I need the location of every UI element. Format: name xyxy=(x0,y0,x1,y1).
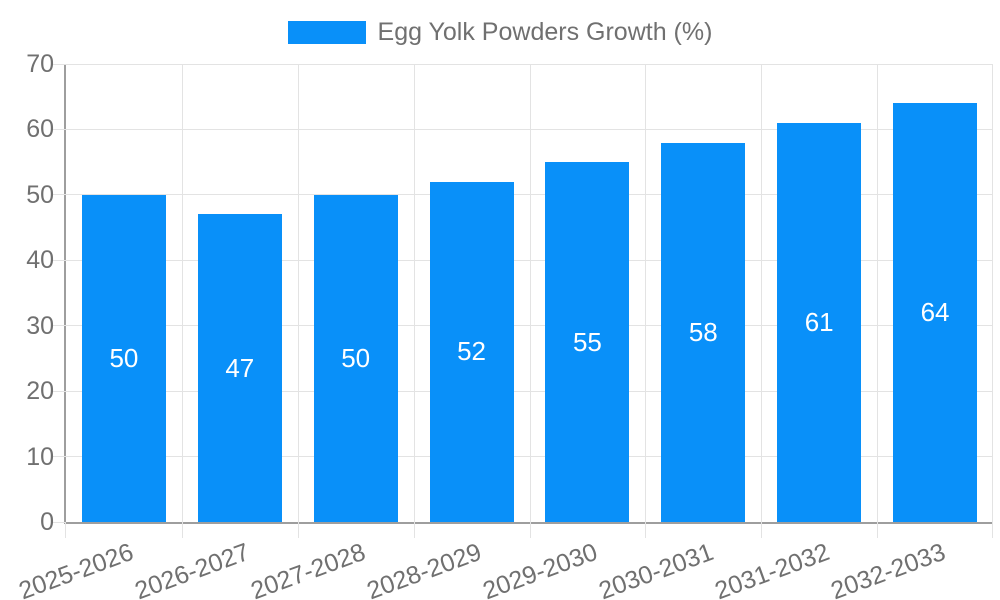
bar[interactable]: 52 xyxy=(429,181,514,522)
y-axis-tick xyxy=(52,521,66,523)
plot-area: 50 47 50 52 55 58 61 64 2025-2026 2026-2027 2027-2… xyxy=(16,63,993,600)
x-tick-label: 2026-2027 xyxy=(131,538,254,600)
x-axis-tick xyxy=(181,522,183,538)
bar-value-label: 61 xyxy=(804,306,834,337)
y-tick-label: 30 xyxy=(26,311,54,340)
x-tick-label: 2029-2030 xyxy=(479,538,602,600)
y-tick-label: 40 xyxy=(26,246,54,275)
bar[interactable]: 58 xyxy=(661,142,746,522)
x-axis-tick xyxy=(645,522,647,538)
x-axis-tick xyxy=(761,522,763,538)
x-axis-tick xyxy=(297,522,299,538)
y-axis-tick xyxy=(52,63,66,65)
bar-value-label: 55 xyxy=(572,326,602,357)
x-tick-label: 2030-2031 xyxy=(594,538,717,600)
y-tick-label: 70 xyxy=(26,50,54,78)
x-tick-label: 2025-2026 xyxy=(15,538,138,600)
y-tick-label: 20 xyxy=(26,377,54,406)
x-tick-label: 2031-2032 xyxy=(710,538,833,600)
x-axis-tick xyxy=(992,522,993,538)
x-axis-tick xyxy=(65,522,66,538)
legend-item[interactable]: Egg Yolk Powders Growth (%) xyxy=(287,17,713,47)
x-tick-label: 2028-2029 xyxy=(363,538,486,600)
bar[interactable]: 50 xyxy=(313,194,398,522)
y-tick-label: 50 xyxy=(26,180,54,209)
bar[interactable]: 64 xyxy=(893,103,978,522)
legend: Egg Yolk Powders Growth (%) xyxy=(0,10,1000,54)
v-gridline xyxy=(529,64,531,522)
y-axis-tick xyxy=(52,325,66,327)
y-axis-tick xyxy=(52,390,66,392)
bar-value-label: 50 xyxy=(109,342,139,373)
bar-value-label: 52 xyxy=(457,336,487,367)
y-tick-label: 0 xyxy=(40,508,54,536)
y-axis-tick xyxy=(52,456,66,458)
y-axis-tick xyxy=(52,259,66,261)
v-gridline xyxy=(992,64,993,522)
y-axis-line xyxy=(64,64,66,524)
bar-value-label: 58 xyxy=(688,316,718,347)
bar[interactable]: 61 xyxy=(777,122,862,522)
v-gridline xyxy=(297,64,299,522)
v-gridline xyxy=(413,64,415,522)
x-tick-label: 2027-2028 xyxy=(247,538,370,600)
y-axis-tick xyxy=(52,128,66,130)
bar-value-label: 50 xyxy=(341,342,371,373)
v-gridline xyxy=(181,64,183,522)
bar[interactable]: 50 xyxy=(81,194,166,522)
x-axis-line xyxy=(64,522,993,524)
x-axis-tick xyxy=(529,522,531,538)
legend-swatch-icon xyxy=(287,20,366,44)
v-gridline xyxy=(761,64,763,522)
bar-value-label: 47 xyxy=(225,352,255,383)
bar-value-label: 64 xyxy=(920,297,950,328)
x-tick-label: 2032-2033 xyxy=(826,538,949,600)
v-gridline xyxy=(645,64,647,522)
y-axis-tick xyxy=(52,194,66,196)
y-tick-label: 60 xyxy=(26,115,54,144)
x-axis-tick xyxy=(413,522,415,538)
bar[interactable]: 55 xyxy=(545,162,630,522)
x-axis-tick xyxy=(877,522,879,538)
bar[interactable]: 47 xyxy=(197,214,282,522)
v-gridline xyxy=(877,64,879,522)
legend-label: Egg Yolk Powders Growth (%) xyxy=(377,17,713,46)
y-tick-label: 10 xyxy=(26,442,54,471)
